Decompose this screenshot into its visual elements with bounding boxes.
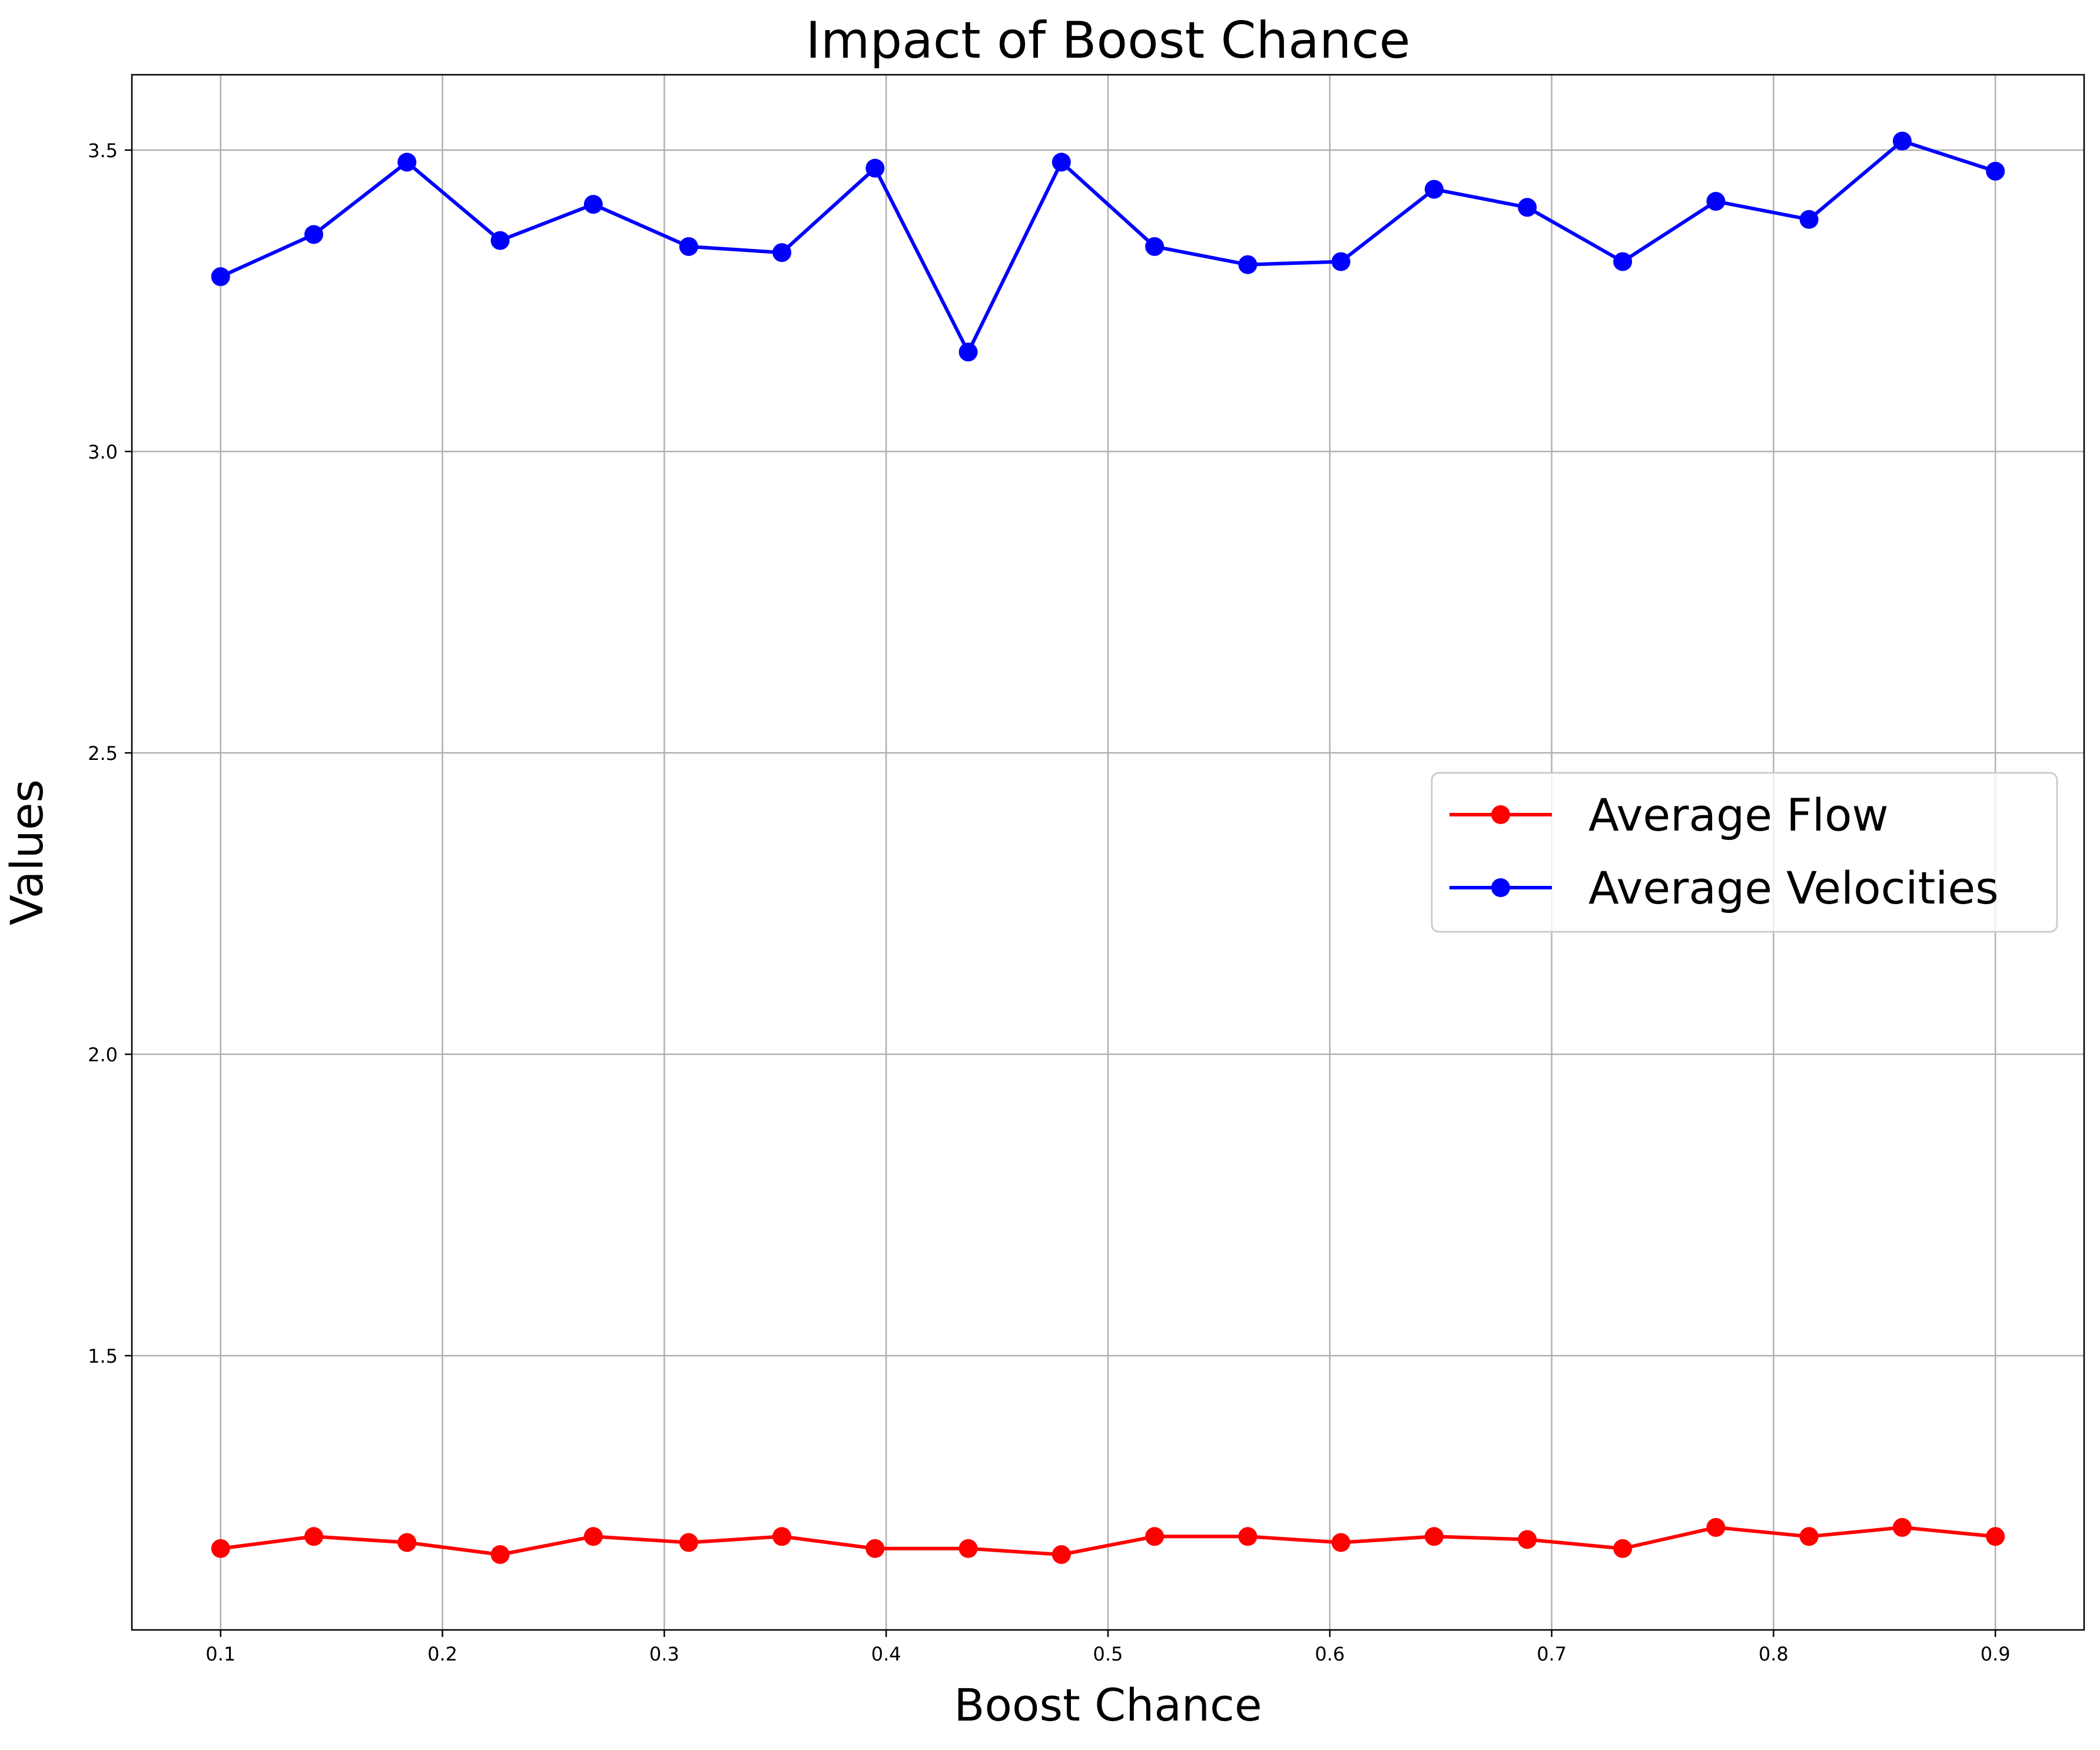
data-point [211,1539,230,1558]
data-point [772,1527,792,1546]
data-point [1986,1527,2005,1546]
data-point [490,231,510,250]
x-tick-label: 0.7 [1537,1643,1567,1665]
x-tick-label: 0.5 [1093,1643,1123,1665]
y-tick-label: 3.5 [88,140,118,162]
data-point [1331,1533,1351,1552]
x-tick-label: 0.1 [205,1643,235,1665]
series-line [220,139,1996,354]
y-axis-label: Values [1,779,53,925]
x-tick-label: 0.3 [649,1643,679,1665]
data-point [772,243,792,263]
x-tick-label: 0.8 [1759,1643,1789,1665]
data-point [1986,161,2005,181]
legend-label: Average Velocities [1588,862,1999,914]
legend: Average Flow Average Velocities [1431,772,2058,933]
data-point [583,195,603,214]
y-tick-label: 1.5 [88,1345,118,1367]
grid-lines [132,75,2084,1630]
data-point [1238,255,1258,274]
data-point [1799,1527,1819,1546]
x-axis-ticks: 0.1 0.2 0.3 0.4 0.5 0.6 0.7 0.8 0.9 [205,1630,2011,1665]
data-point [958,1539,978,1558]
data-point [1424,180,1444,199]
data-point [397,152,417,172]
data-point [679,1533,698,1552]
data-point [1518,1530,1537,1549]
data-point [1518,198,1537,217]
data-point [1238,1527,1258,1546]
data-point [490,1545,510,1564]
y-tick-label: 2.5 [88,742,118,765]
x-tick-label: 0.4 [871,1643,901,1665]
data-point [1613,252,1633,271]
y-axis-ticks: 1.5 2.0 2.5 3.0 3.5 [88,140,132,1367]
data-point [583,1527,603,1546]
legend-entry: Average Velocities [1449,862,1999,914]
data-point [865,158,885,178]
data-point [211,267,230,287]
x-tick-label: 0.2 [427,1643,457,1665]
y-tick-label: 3.0 [88,441,118,463]
chart-title: Impact of Boost Chance [805,11,1410,70]
series-1 [211,131,2005,362]
data-point [1893,1517,1912,1537]
y-tick-label: 2.0 [88,1044,118,1066]
legend-box [1431,772,2058,933]
data-point [1145,237,1165,256]
data-point [1424,1527,1444,1546]
data-point [679,237,698,256]
x-axis-label: Boost Chance [954,1679,1262,1731]
data-point [958,343,978,362]
data-point [1706,1517,1726,1537]
series-line [220,1525,1996,1556]
data-point [1145,1527,1165,1546]
data-point [1331,252,1351,271]
data-point [1706,192,1726,211]
data-point [304,225,323,244]
legend-label: Average Flow [1588,789,1889,841]
data-point [304,1527,323,1546]
data-point [1893,131,1912,151]
series-layer [211,131,2005,1564]
series-0 [211,1517,2005,1564]
data-point [1613,1539,1633,1558]
legend-entry: Average Flow [1449,789,1889,841]
data-point [397,1533,417,1552]
x-tick-label: 0.6 [1315,1643,1345,1665]
data-point [865,1539,885,1558]
data-point [1051,1545,1071,1564]
legend-marker [1491,805,1510,824]
x-tick-label: 0.9 [1980,1643,2011,1665]
data-point [1799,210,1819,229]
legend-marker [1491,878,1510,897]
data-point [1051,152,1071,172]
